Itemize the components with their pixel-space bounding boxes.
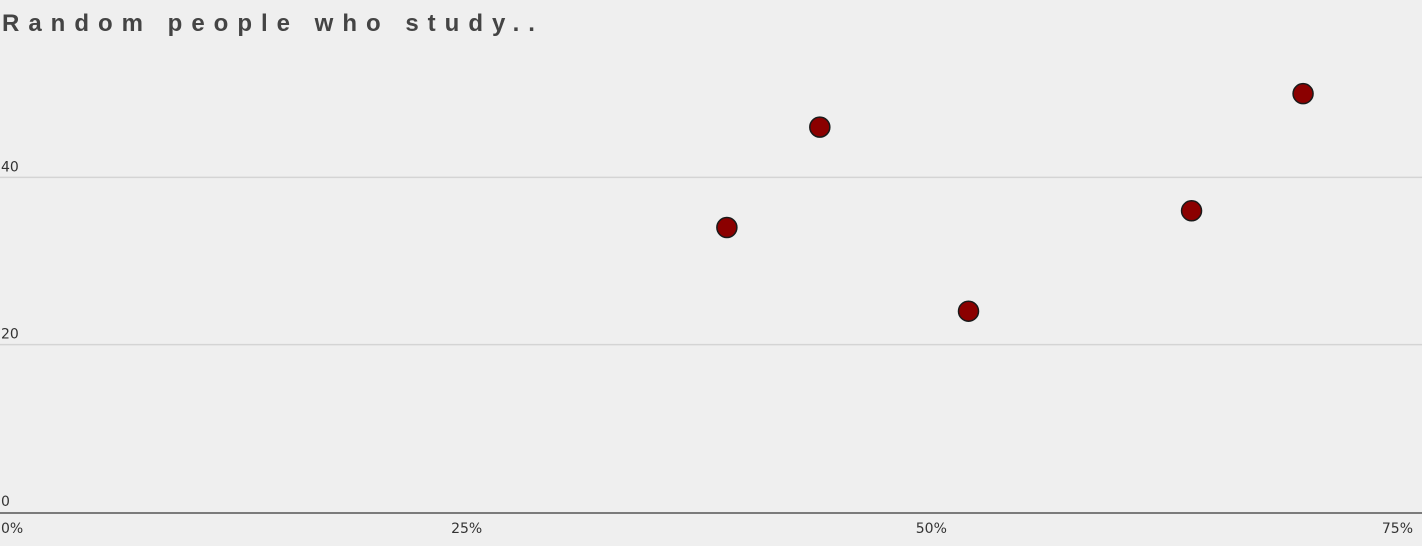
y-tick-label: 20 — [1, 327, 19, 343]
data-point[interactable] — [809, 116, 831, 138]
x-tick-label: 75% — [1382, 521, 1413, 537]
data-points — [716, 82, 1314, 322]
data-point[interactable] — [716, 216, 738, 239]
x-tick-label: 0% — [1, 521, 23, 537]
y-tick-label: 40 — [1, 159, 19, 175]
data-point[interactable] — [957, 300, 980, 322]
data-point[interactable] — [1180, 200, 1203, 222]
data-point[interactable] — [1292, 82, 1314, 105]
x-tick-label: 50% — [916, 521, 947, 537]
gridlines — [0, 176, 1422, 346]
y-tick-label: 0 — [1, 494, 10, 510]
x-tick-label: 25% — [451, 521, 482, 537]
chart-title: Random people who study.. — [2, 10, 544, 37]
axes: 0 20 40 0% 25% 50% 75% — [0, 159, 1422, 537]
